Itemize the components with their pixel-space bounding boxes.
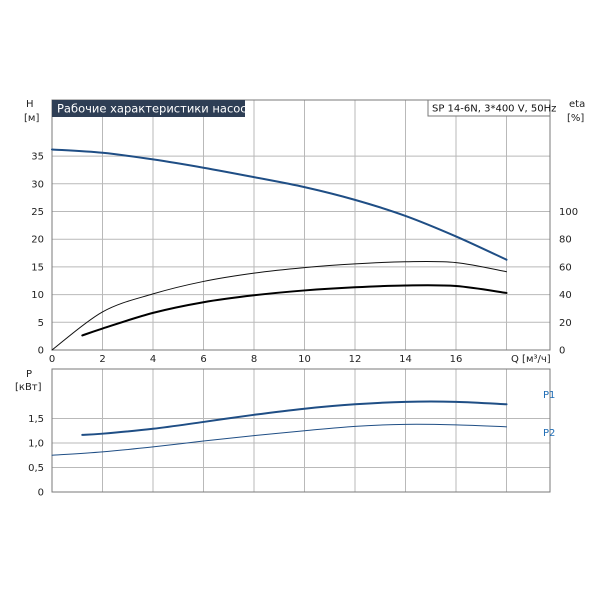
x-axis-label: Q [м³/ч] (511, 354, 551, 365)
y-right-tick-label: 60 (559, 262, 572, 273)
power-curve-p1 (81, 400, 508, 436)
lower-chart-ticks: 0 0,5 1,0 1,5 (28, 414, 44, 499)
y-right-tick-label: 40 (559, 290, 572, 301)
y-right-tick-label: 20 (559, 318, 572, 329)
y-left-tick-label: 20 (31, 235, 44, 246)
y-right-unit: [%] (567, 113, 584, 124)
x-tick-label: 12 (349, 354, 362, 365)
pump-info: SP 14-6N, 3*400 V, 50Hz (432, 104, 556, 115)
chart-title-box (52, 100, 245, 117)
lower-chart-frame (51, 368, 551, 493)
y-right-tick-label: 100 (559, 207, 578, 218)
power-axis-label: P (26, 369, 32, 380)
x-tick-label: 0 (49, 354, 55, 365)
x-tick-label: 8 (251, 354, 257, 365)
head-curve (51, 148, 508, 261)
efficiency-curve-thin (51, 260, 507, 351)
upper-chart-curves (51, 148, 508, 351)
upper-chart-frame (51, 99, 551, 351)
upper-chart-ticks: 0 5 10 15 20 25 30 35 0 20 40 60 80 100 0 2 4 6 8 10 12 14 16 (31, 152, 578, 365)
power-tick-label: 1,0 (28, 439, 44, 450)
y-right-label: eta (569, 99, 585, 110)
x-tick-label: 2 (99, 354, 105, 365)
x-tick-label: 16 (450, 354, 463, 365)
x-tick-label: 14 (399, 354, 412, 365)
power-axis-unit: [кВт] (15, 382, 42, 393)
x-tick-label: 6 (200, 354, 206, 365)
y-left-tick-label: 15 (31, 262, 44, 273)
pump-info-box (427, 99, 551, 117)
x-tick-label: 10 (298, 354, 311, 365)
y-left-unit: [м] (24, 113, 39, 124)
y-left-tick-label: 35 (31, 152, 44, 163)
power-tick-label: 1,5 (28, 414, 44, 425)
power-curve-p2 (51, 423, 507, 456)
y-right-tick-label: 0 (559, 346, 565, 357)
y-left-tick-label: 25 (31, 207, 44, 218)
series-label-p1: P1 (543, 390, 555, 401)
y-left-label: H (26, 99, 34, 110)
upper-chart-grid (52, 100, 550, 350)
y-left-tick-label: 0 (38, 346, 44, 357)
chart-title: Рабочие характеристики насоса (57, 102, 254, 116)
y-right-tick-label: 80 (559, 235, 572, 246)
lower-chart-grid (52, 369, 550, 492)
lower-chart-curves (51, 400, 508, 456)
efficiency-curve-bold (81, 284, 508, 337)
y-left-tick-label: 5 (38, 318, 44, 329)
x-tick-label: 4 (150, 354, 156, 365)
power-tick-label: 0 (38, 488, 44, 499)
power-tick-label: 0,5 (28, 463, 44, 474)
y-left-tick-label: 30 (31, 179, 44, 190)
y-left-tick-label: 10 (31, 290, 44, 301)
series-label-p2: P2 (543, 428, 555, 439)
